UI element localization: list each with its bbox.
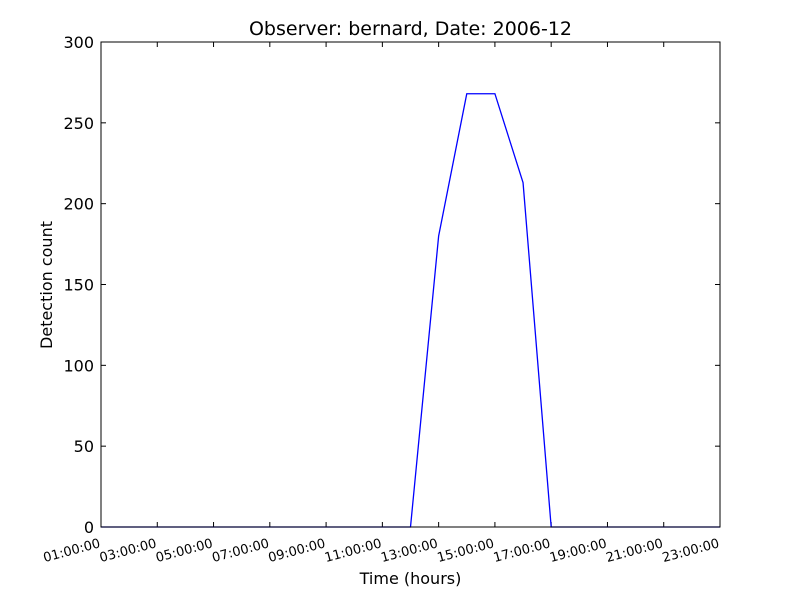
x-tick-label: 07:00:00 — [211, 536, 271, 566]
x-tick-label: 13:00:00 — [379, 536, 439, 566]
y-tick-label: 150 — [63, 276, 94, 295]
x-tick-label: 09:00:00 — [267, 536, 327, 566]
x-tick-label: 21:00:00 — [604, 536, 664, 566]
plot-area — [101, 42, 720, 527]
y-tick-label: 50 — [74, 437, 94, 456]
x-tick-label: 23:00:00 — [661, 536, 721, 566]
x-axis-label: Time (hours) — [359, 569, 462, 588]
y-tick-label: 0 — [84, 518, 94, 537]
x-tick-label: 03:00:00 — [98, 536, 158, 566]
x-tick-label: 05:00:00 — [154, 536, 214, 566]
y-axis-label: Detection count — [37, 221, 56, 349]
x-tick-label: 17:00:00 — [492, 536, 552, 566]
y-tick-label: 250 — [63, 114, 94, 133]
y-tick-label: 100 — [63, 356, 94, 375]
x-tick-label: 15:00:00 — [436, 536, 496, 566]
x-tick-label: 01:00:00 — [42, 536, 102, 566]
y-axis-ticks: 0 50 100 150 200 250 300 — [63, 33, 720, 537]
y-tick-label: 200 — [63, 195, 94, 214]
y-tick-label: 300 — [63, 33, 94, 52]
plot-frame — [100, 41, 721, 528]
x-tick-label: 11:00:00 — [323, 536, 383, 566]
chart-title: Observer: bernard, Date: 2006-12 — [249, 18, 572, 40]
x-tick-label: 19:00:00 — [548, 536, 608, 566]
